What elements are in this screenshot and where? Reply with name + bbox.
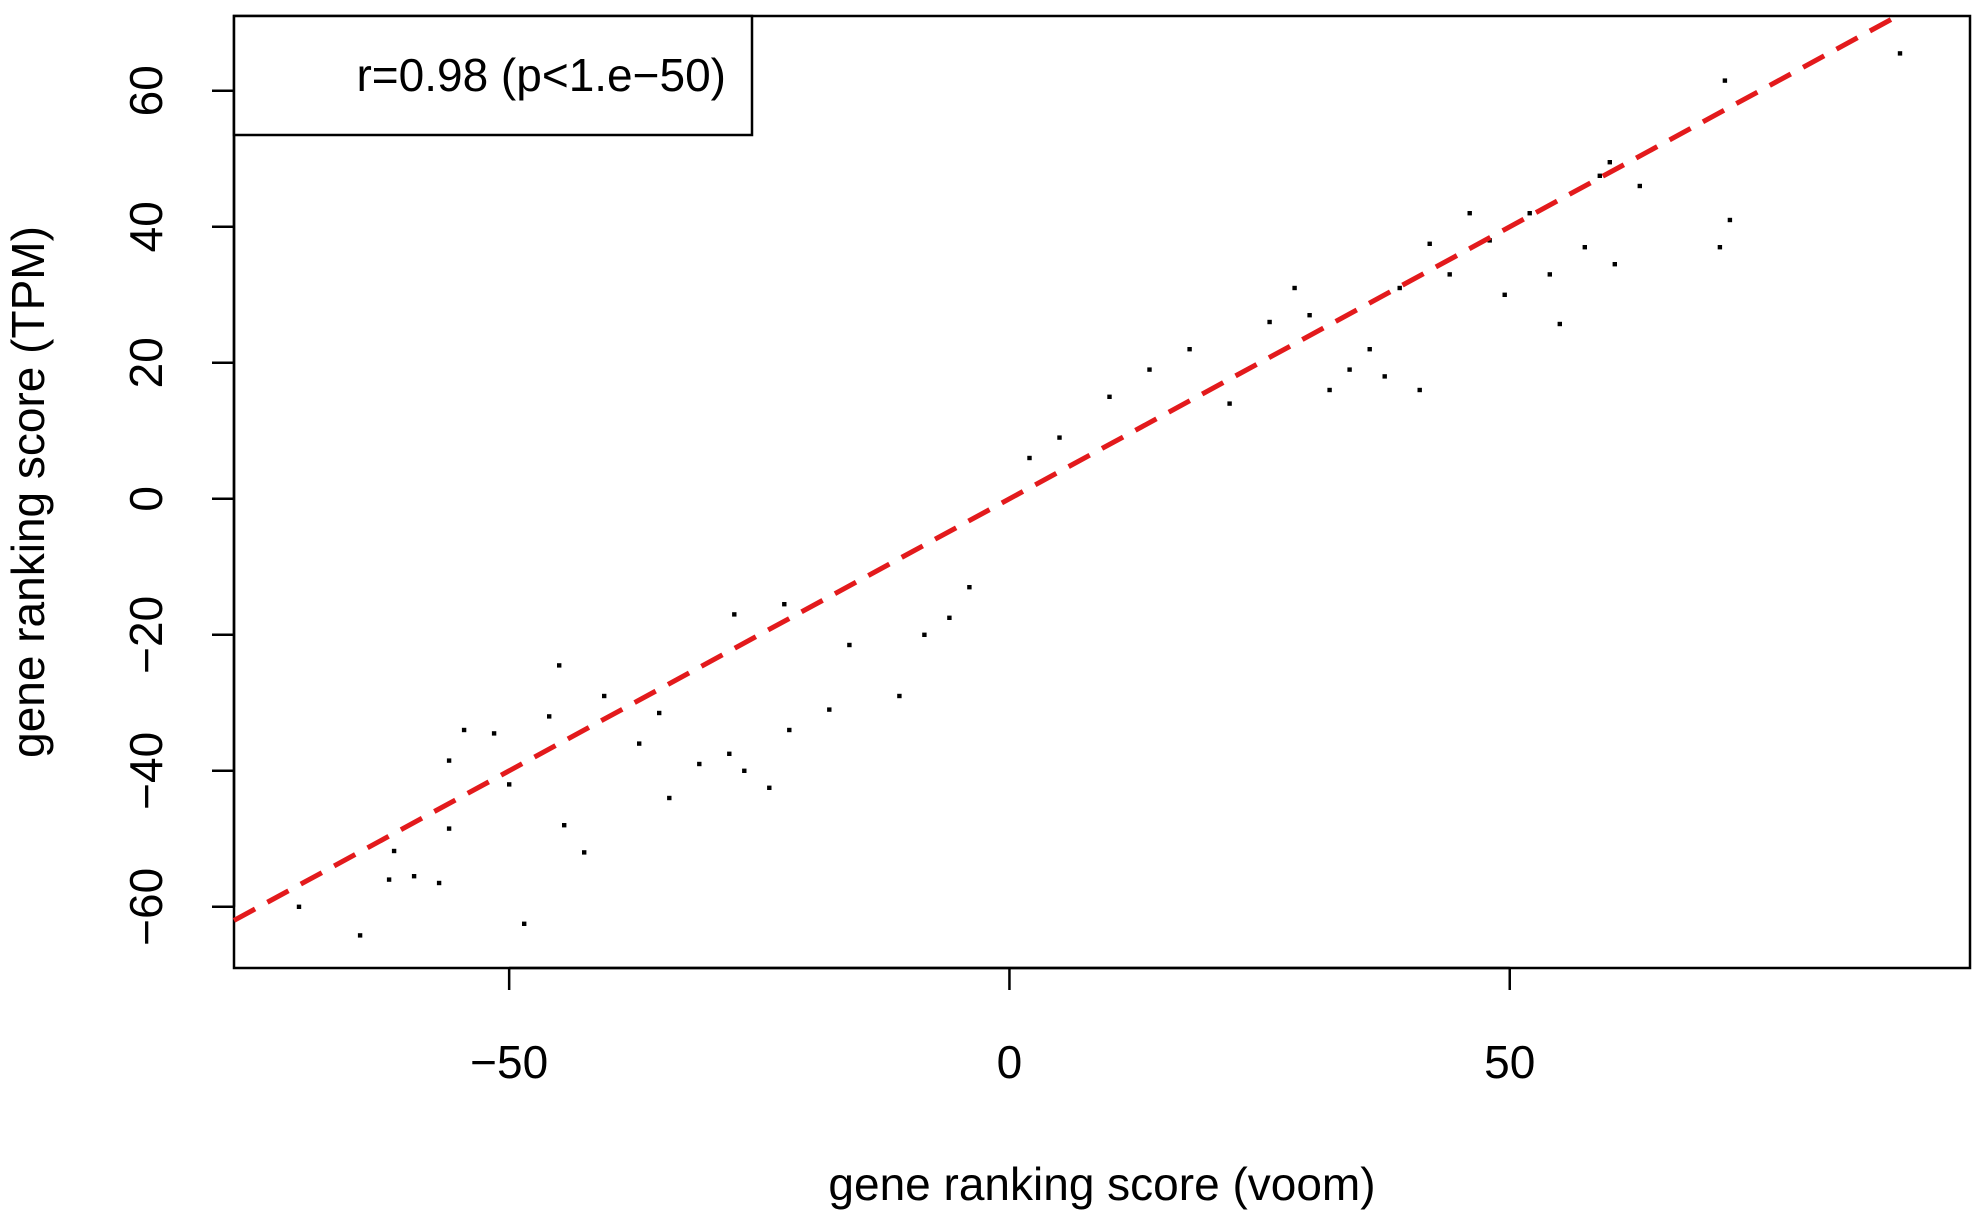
data-point: [922, 632, 927, 637]
data-point: [1427, 241, 1432, 246]
data-point: [1467, 211, 1472, 216]
x-axis-title: gene ranking score (voom): [828, 1158, 1375, 1210]
data-points: [296, 51, 1903, 938]
data-point: [557, 663, 562, 668]
data-point: [1057, 435, 1062, 440]
data-point: [1397, 285, 1402, 291]
data-point: [1417, 387, 1422, 393]
y-axis-title: gene ranking score (TPM): [2, 226, 54, 758]
data-point: [897, 693, 902, 699]
data-point: [357, 933, 363, 938]
data-point: [1637, 183, 1642, 189]
data-point: [1717, 245, 1723, 250]
data-point: [1187, 347, 1192, 352]
data-point: [1597, 173, 1602, 178]
data-point: [522, 921, 527, 926]
data-point: [1612, 262, 1617, 267]
data-point: [1722, 78, 1728, 83]
data-point: [732, 612, 737, 617]
data-point: [1292, 285, 1297, 291]
data-point: [637, 741, 642, 746]
x-tick-label: 50: [1484, 1036, 1535, 1088]
data-point: [1582, 245, 1587, 250]
data-point: [1727, 217, 1733, 223]
data-point: [1382, 374, 1387, 379]
data-point: [562, 823, 567, 828]
y-tick-label: 40: [120, 201, 172, 252]
data-point: [947, 615, 952, 620]
regression-fit-line: [232, 13, 1899, 923]
plot-frame: [232, 14, 1972, 970]
data-point: [461, 727, 467, 733]
data-point: [1327, 387, 1332, 393]
y-tick-label: −60: [120, 868, 172, 946]
data-point: [1027, 455, 1032, 461]
data-point: [602, 693, 607, 699]
data-point: [727, 751, 732, 756]
data-point: [782, 602, 787, 607]
data-point: [491, 731, 497, 736]
y-tick-label: 0: [120, 486, 172, 512]
legend-box: r=0.98 (p<1.e−50): [232, 14, 754, 137]
data-point: [787, 727, 792, 733]
data-point: [582, 850, 587, 855]
data-point: [697, 761, 702, 767]
data-point: [436, 880, 442, 886]
data-point: [847, 642, 852, 648]
data-point: [667, 795, 672, 801]
data-point: [1107, 394, 1112, 399]
data-point: [1557, 321, 1562, 327]
y-tick-label: −20: [120, 596, 172, 674]
y-axis: −60 −40 −20 0 20 40 60: [120, 65, 236, 946]
y-tick-label: −40: [120, 732, 172, 810]
data-point: [967, 585, 972, 590]
data-point: [507, 782, 512, 787]
data-point: [1367, 347, 1372, 352]
x-tick-label: −50: [470, 1036, 548, 1088]
data-point: [1307, 313, 1312, 318]
data-point: [1447, 272, 1452, 277]
data-point: [1267, 319, 1272, 325]
data-point: [1607, 160, 1612, 165]
data-point: [1227, 401, 1232, 406]
data-point: [657, 710, 662, 716]
legend-frame: [232, 14, 754, 137]
x-tick-label: 0: [997, 1036, 1023, 1088]
data-point: [1527, 211, 1532, 216]
data-point: [767, 785, 772, 790]
data-point: [1147, 367, 1152, 372]
data-point: [411, 874, 417, 879]
data-point: [296, 904, 302, 909]
x-axis: −50 0 50: [470, 966, 1535, 1088]
data-point: [386, 877, 392, 882]
data-point: [446, 758, 452, 763]
data-point: [1897, 51, 1903, 56]
data-point: [391, 848, 397, 854]
data-point: [1502, 292, 1507, 297]
y-tick-label: 60: [120, 65, 172, 116]
data-point: [1347, 367, 1352, 372]
data-point: [1547, 272, 1552, 277]
legend-text: r=0.98 (p<1.e−50): [356, 49, 726, 101]
y-tick-label: 20: [120, 337, 172, 388]
data-point: [446, 826, 452, 831]
data-point: [742, 768, 747, 773]
data-point: [827, 707, 832, 712]
data-point: [547, 714, 552, 719]
